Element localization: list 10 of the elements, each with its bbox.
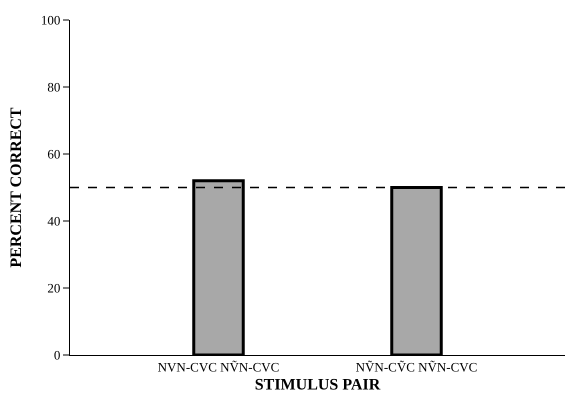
y-tick-label: 80	[47, 80, 60, 95]
y-axis-title: PERCENT CORRECT	[8, 107, 25, 268]
y-tick-label: 60	[47, 146, 60, 162]
x-axis-title: STIMULUS PAIR	[254, 376, 381, 394]
x-tick-label: NVN-CVC NṼN-CVC	[158, 360, 280, 375]
y-tick-label: 20	[47, 280, 60, 296]
y-tick-label: 100	[40, 12, 60, 28]
y-tick-label: 40	[47, 214, 60, 229]
y-tick-label: 0	[54, 348, 60, 363]
x-tick-label: NṼN-CṼC NṼN-CVC	[356, 360, 478, 375]
